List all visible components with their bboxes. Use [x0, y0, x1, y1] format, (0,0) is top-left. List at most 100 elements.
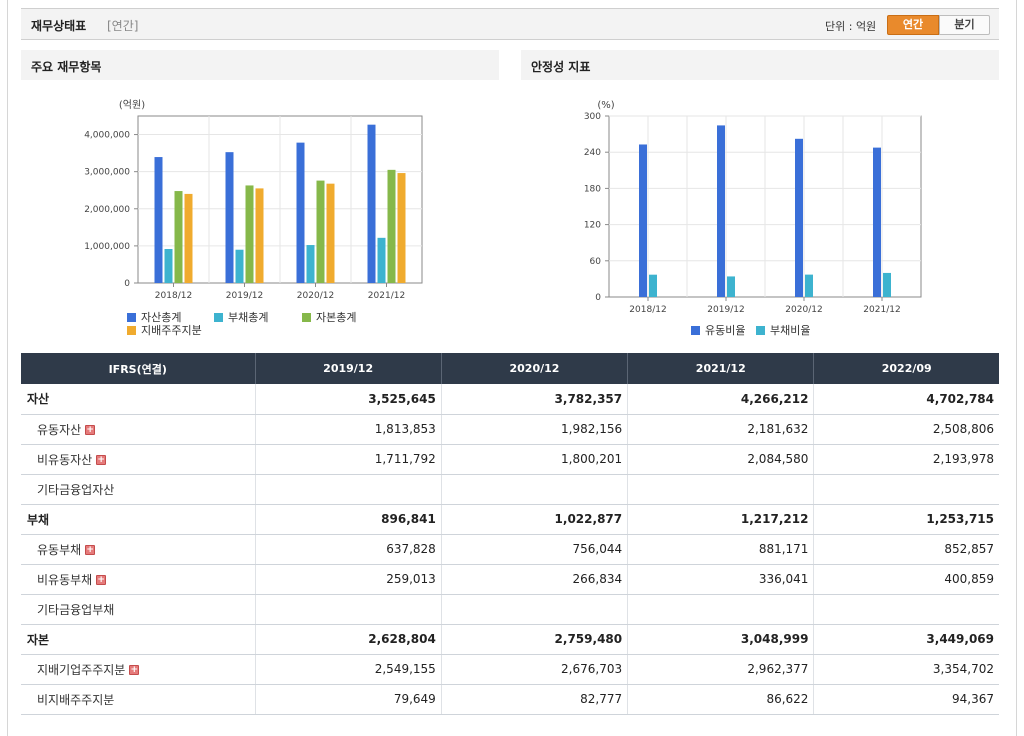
row-label-cell: 기타금융업자산 — [21, 474, 255, 505]
value-cell — [813, 594, 999, 625]
table-header-row: IFRS(연결) 2019/12 2020/12 2021/12 2022/09 — [21, 353, 999, 384]
legend-label: 지배주주지분 — [141, 324, 202, 337]
section-header: 재무상태표 [연간] 단위 : 억원 연간 분기 — [21, 8, 999, 40]
value-cell: 3,048,999 — [627, 624, 814, 655]
value-cell: 881,171 — [627, 534, 814, 565]
period-label: [연간] — [107, 19, 139, 33]
value-cell: 1,982,156 — [440, 414, 628, 445]
value-cell — [440, 594, 628, 625]
value-cell: 2,181,632 — [627, 414, 814, 445]
row-label-cell: 비지배주주지분 — [21, 684, 255, 715]
y-axis-label: (억원) — [119, 99, 145, 111]
expand-plus-icon[interactable]: + — [96, 575, 107, 585]
bar-유동비율 — [639, 144, 647, 297]
table-header-period: 2021/12 — [627, 353, 814, 384]
value-cell — [627, 594, 814, 625]
bar-부채비율 — [883, 272, 891, 297]
value-cell: 637,828 — [254, 534, 442, 565]
value-cell — [813, 474, 999, 505]
row-label-cell[interactable]: 비유동부채 + — [21, 564, 255, 595]
value-cell: 2,549,155 — [254, 654, 442, 685]
legend-swatch — [756, 326, 765, 335]
y-tick-label: 2,000,000 — [84, 205, 130, 215]
row-label-cell[interactable]: 유동자산 + — [21, 414, 255, 445]
value-cell: 79,649 — [254, 684, 442, 715]
row-label: 비유동부채 — [37, 572, 93, 587]
bar-부채비율 — [805, 274, 813, 297]
financial-table: IFRS(연결) 2019/12 2020/12 2021/12 2022/09 자산 3… — [21, 353, 999, 715]
row-label-cell[interactable]: 비유동자산 + — [21, 444, 255, 475]
y-tick-label: 4,000,000 — [84, 131, 130, 141]
value-cell — [627, 474, 814, 505]
bar-부채총계 — [164, 249, 173, 283]
bar-자산총계 — [367, 124, 376, 283]
row-label: 유동자산 — [37, 422, 82, 437]
annual-button[interactable]: 연간 — [887, 15, 939, 35]
expand-plus-icon[interactable]: + — [129, 665, 140, 675]
row-label: 비유동자산 — [37, 452, 93, 467]
bar-자본총계 — [387, 169, 396, 283]
y-tick-label: 240 — [584, 148, 601, 158]
unit-label: 단위 : 억원 — [825, 20, 877, 33]
page-frame — [7, 0, 1017, 736]
table-header-label: IFRS(연결) — [21, 353, 255, 384]
value-cell: 336,041 — [627, 564, 814, 595]
y-tick-label: 300 — [584, 112, 601, 122]
table-row: 비유동자산 +1,711,792 1,800,201 2,084,580 2,193,9… — [21, 444, 999, 475]
table-row: 비유동부채 +259,013 266,834 336,041 400,859 — [21, 564, 999, 595]
value-cell: 3,354,702 — [813, 654, 999, 685]
row-label: 비지배주주지분 — [37, 692, 115, 707]
bar-지배주주지분 — [397, 173, 406, 283]
legend-label: 부채총계 — [228, 311, 268, 324]
y-tick-label: 3,000,000 — [84, 168, 130, 178]
y-tick-label: 60 — [590, 257, 602, 267]
value-cell: 82,777 — [440, 684, 628, 715]
row-label: 자산 — [27, 392, 50, 407]
value-cell: 4,702,784 — [813, 384, 999, 415]
bar-유동비율 — [795, 138, 803, 297]
expand-plus-icon[interactable]: + — [85, 425, 96, 435]
quarter-button[interactable]: 분기 — [939, 15, 990, 35]
value-cell: 896,841 — [254, 504, 442, 535]
value-cell: 2,962,377 — [627, 654, 814, 685]
value-cell: 1,711,792 — [254, 444, 442, 475]
bar-부채총계 — [306, 245, 315, 283]
table-row: 자산 3,525,645 3,782,357 4,266,212 4,702,784 — [21, 384, 999, 415]
table-row: 유동자산 +1,813,853 1,982,156 2,181,632 2,508,80… — [21, 414, 999, 445]
expand-plus-icon[interactable]: + — [96, 455, 107, 465]
y-tick-label: 0 — [124, 279, 130, 289]
table-row: 비지배주주지분 79,649 82,777 86,622 94,367 — [21, 684, 999, 715]
legend-label: 유동비율 — [705, 324, 745, 337]
value-cell: 2,508,806 — [813, 414, 999, 445]
value-cell: 852,857 — [813, 534, 999, 565]
row-label-cell[interactable]: 유동부채 + — [21, 534, 255, 565]
row-label: 유동부채 — [37, 542, 82, 557]
value-cell: 1,022,877 — [440, 504, 628, 535]
x-tick-label: 2018/12 — [629, 305, 666, 315]
value-cell: 756,044 — [440, 534, 628, 565]
row-label-cell[interactable]: 지배기업주주지분 + — [21, 654, 255, 685]
value-cell: 2,676,703 — [440, 654, 628, 685]
bar-지배주주지분 — [255, 188, 264, 283]
legend-label: 자본총계 — [316, 311, 356, 324]
table-row: 기타금융업자산 — [21, 474, 999, 505]
table-row: 기타금융업부채 — [21, 594, 999, 625]
value-cell — [254, 594, 442, 625]
x-tick-label: 2021/12 — [863, 305, 900, 315]
legend-swatch — [302, 313, 311, 322]
value-cell: 259,013 — [254, 564, 442, 595]
section-title: 재무상태표 — [31, 19, 87, 33]
row-label-cell: 부채 — [21, 504, 255, 535]
x-tick-label: 2021/12 — [368, 291, 405, 301]
x-tick-label: 2020/12 — [297, 291, 334, 301]
stability-chart: 0 60 120 180 240 300(%) 2018/12 2019/12 2020/12 2… — [584, 100, 922, 337]
bar-자산총계 — [296, 142, 305, 283]
value-cell: 2,193,978 — [813, 444, 999, 475]
y-tick-label: 1,000,000 — [84, 242, 130, 252]
financial-items-title: 주요 재무항목 — [21, 50, 499, 80]
value-cell: 1,253,715 — [813, 504, 999, 535]
row-label: 자본 — [27, 632, 50, 647]
expand-plus-icon[interactable]: + — [85, 545, 96, 555]
bar-부채총계 — [235, 249, 244, 283]
value-cell: 4,266,212 — [627, 384, 814, 415]
